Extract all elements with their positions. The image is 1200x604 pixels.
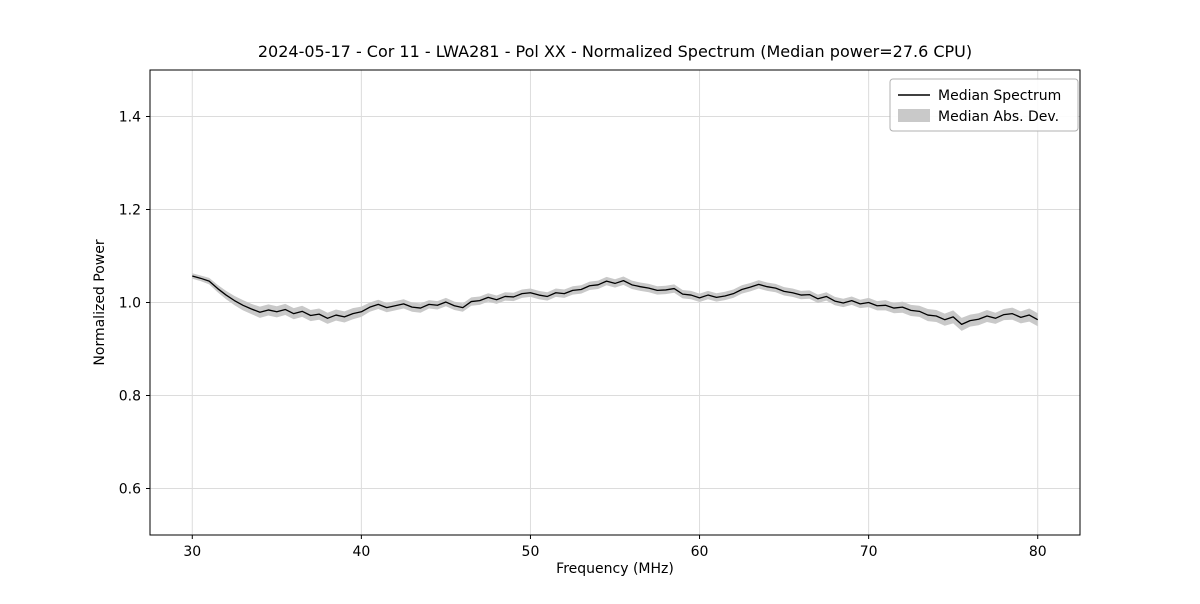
legend-label-median-spectrum: Median Spectrum xyxy=(938,88,1061,104)
axis-ticks xyxy=(146,116,1039,539)
y-tick-label: 1.4 xyxy=(119,110,141,126)
tick-labels: 30 40 50 60 70 80 0.6 0.8 1.0 1.2 1.4 xyxy=(119,110,1047,561)
legend-label-median-abs-dev: Median Abs. Dev. xyxy=(938,109,1059,125)
x-tick-label: 70 xyxy=(860,544,878,560)
y-tick-label: 0.8 xyxy=(119,389,141,405)
x-tick-label: 40 xyxy=(352,544,370,560)
legend-frame xyxy=(889,78,1079,132)
chart-title: 2024-05-17 - Cor 11 - LWA281 - Pol XX - … xyxy=(258,42,972,61)
legend: Median Spectrum Median Abs. Dev. xyxy=(889,78,1079,132)
y-axis-label: Normalized Power xyxy=(92,239,108,365)
legend-patch-sample xyxy=(898,109,930,122)
x-tick-label: 50 xyxy=(522,544,540,560)
x-tick-label: 80 xyxy=(1029,544,1047,560)
x-tick-label: 30 xyxy=(183,544,201,560)
y-tick-label: 1.2 xyxy=(119,203,141,219)
y-tick-label: 0.6 xyxy=(119,482,141,498)
x-tick-label: 60 xyxy=(691,544,709,560)
y-tick-label: 1.0 xyxy=(119,296,141,312)
median-spectrum-line xyxy=(192,275,1039,326)
median-line xyxy=(192,275,1039,326)
x-axis-label: Frequency (MHz) xyxy=(556,561,674,577)
gridlines xyxy=(150,70,1080,535)
